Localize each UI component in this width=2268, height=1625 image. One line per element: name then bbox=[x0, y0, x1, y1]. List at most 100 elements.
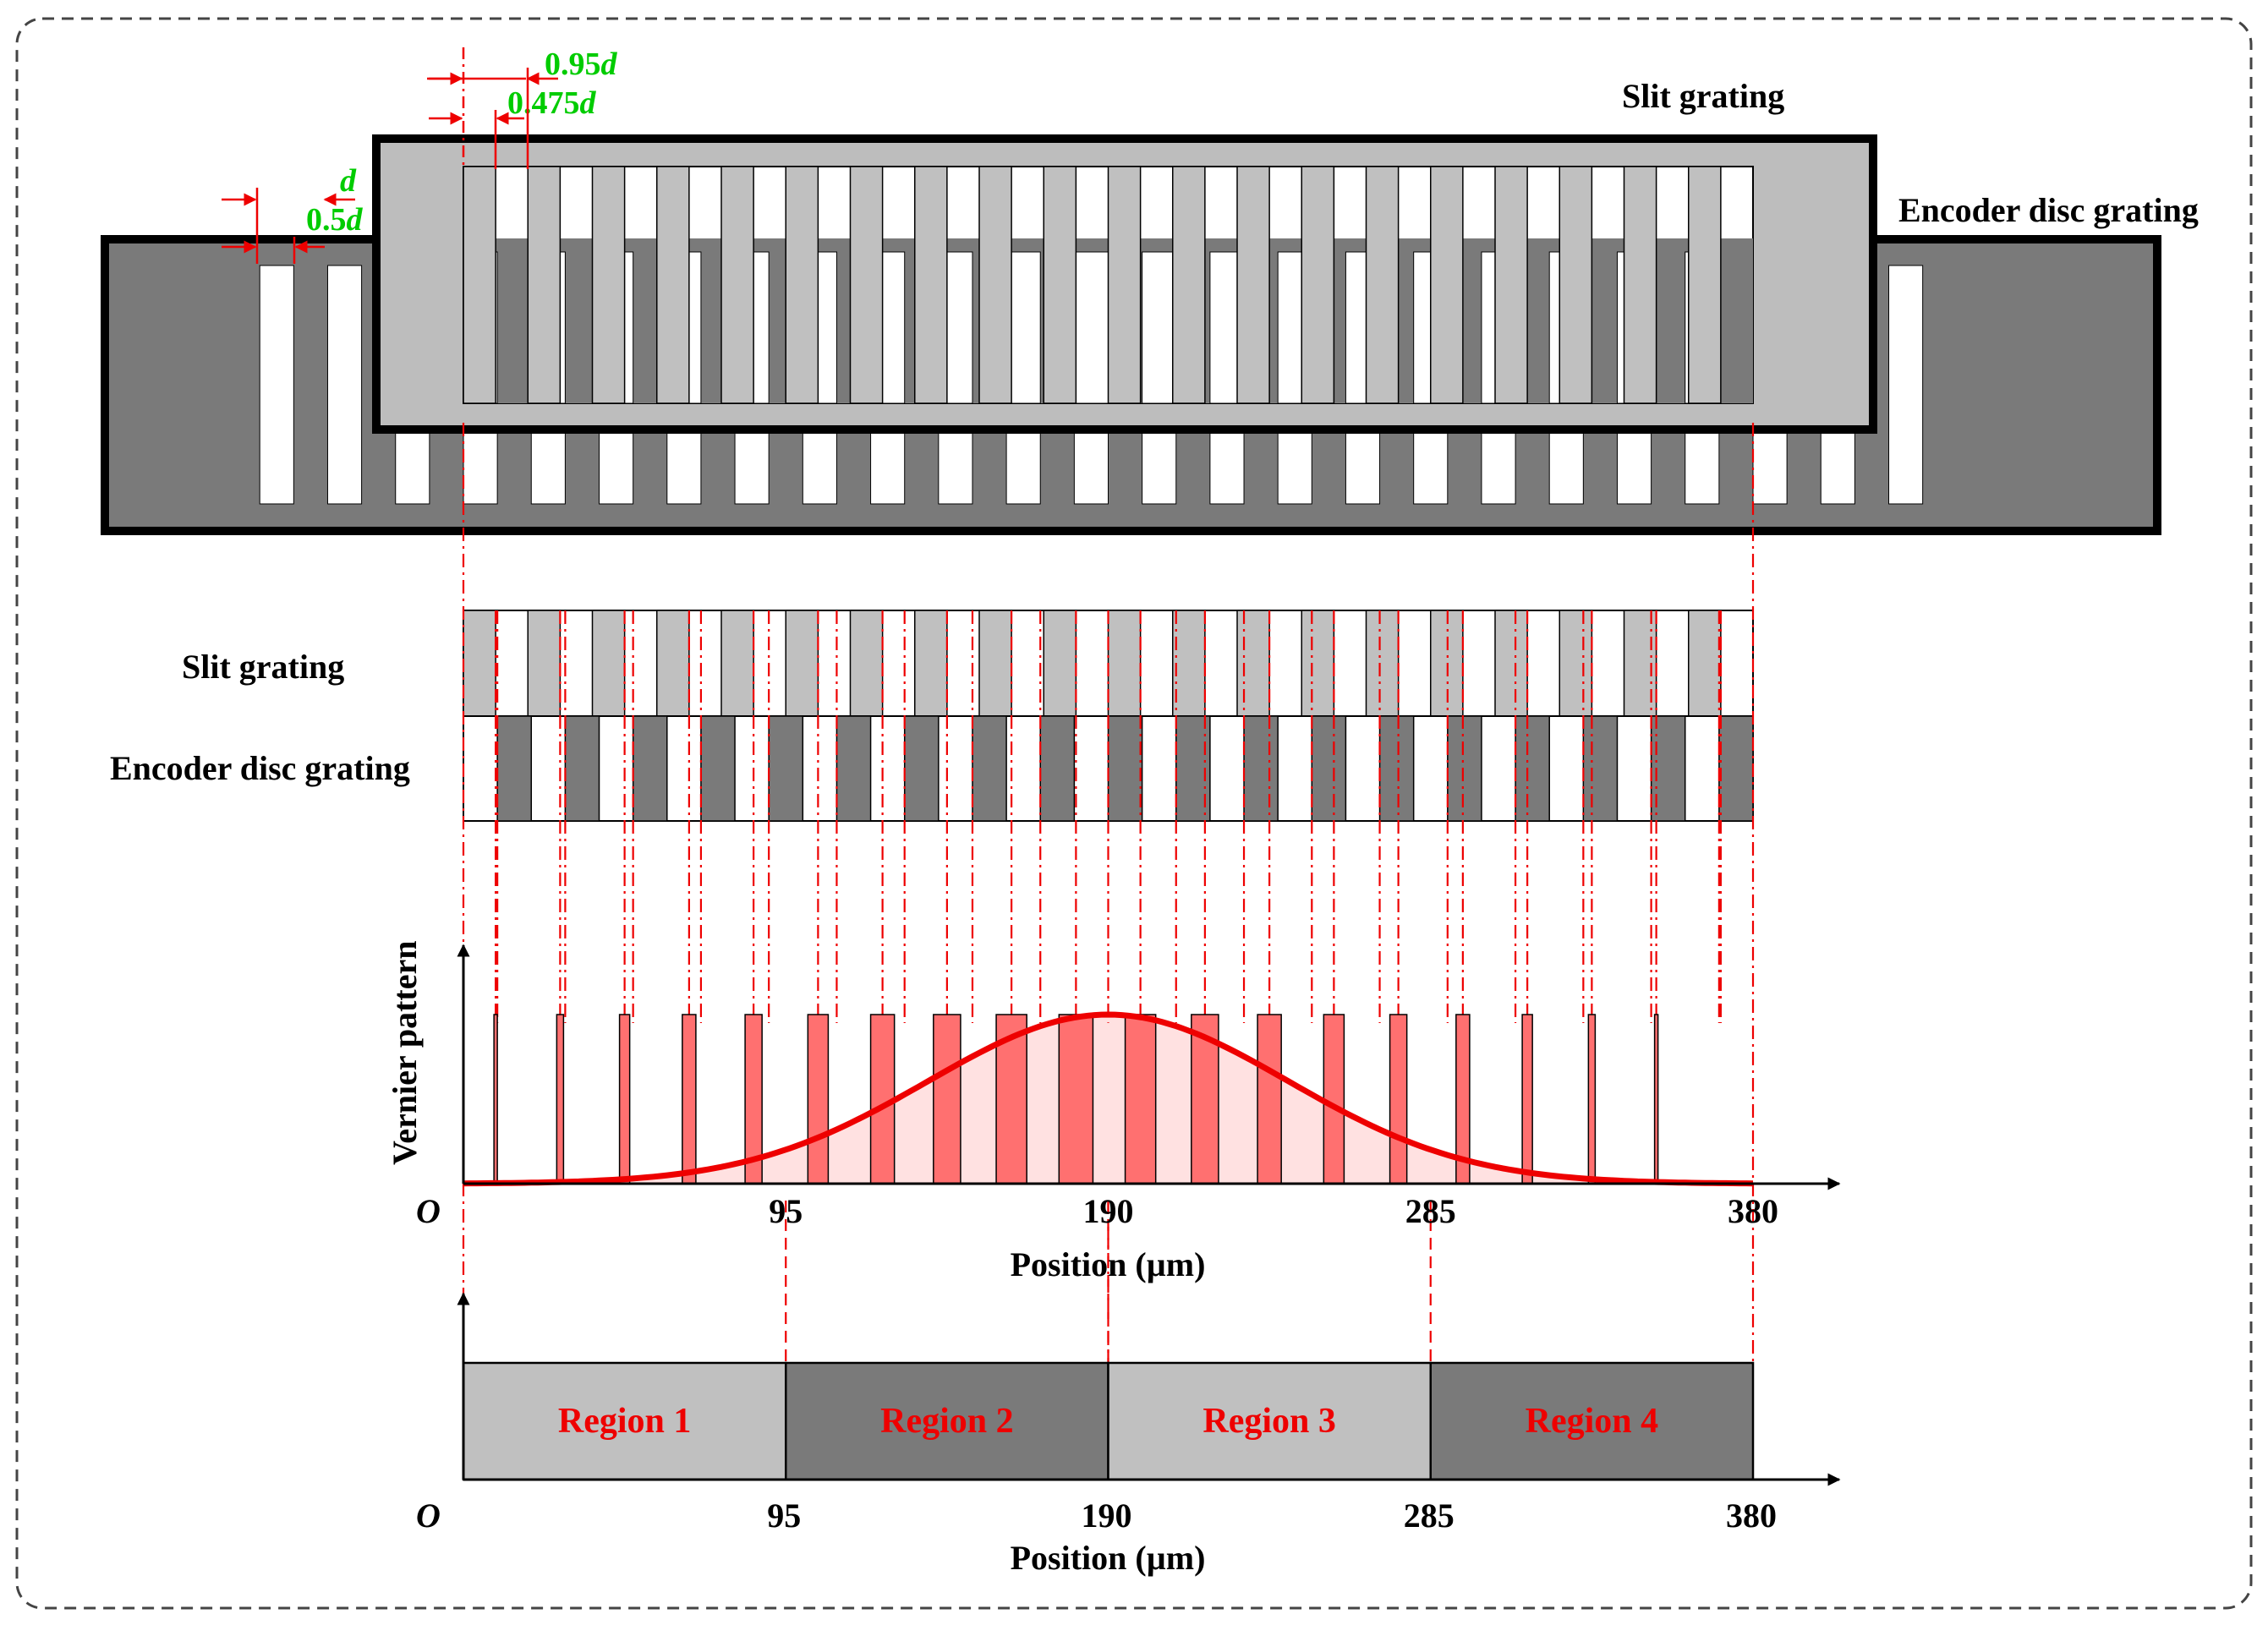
slit-bar bbox=[1107, 166, 1142, 404]
strip-slit-bar bbox=[1365, 610, 1400, 717]
vernier-envelope-curve bbox=[463, 1011, 1754, 1187]
disc-slot-window bbox=[1073, 251, 1109, 404]
strip-disc-bar bbox=[1582, 715, 1619, 822]
region-label: Region 1 bbox=[558, 1402, 692, 1441]
slit-bar bbox=[1623, 166, 1657, 404]
slit-bar bbox=[463, 166, 496, 404]
label-slit-grating-side: Slit grating bbox=[182, 648, 344, 686]
vernier-bar bbox=[1587, 1014, 1597, 1185]
strip-disc-bar bbox=[1039, 715, 1076, 822]
strip-disc-bar bbox=[564, 715, 600, 822]
strip-disc-bar bbox=[1107, 715, 1143, 822]
vernier-bar bbox=[682, 1014, 697, 1185]
strip-disc-bar bbox=[768, 715, 804, 822]
slit-bar bbox=[914, 166, 948, 404]
regions-chart: Region 1 Region 2 Region 3 Region 4 O 95 190… bbox=[416, 1292, 1841, 1577]
dim-095d: 0.95d bbox=[545, 47, 618, 82]
vernier-tick-label: 190 bbox=[1083, 1192, 1134, 1230]
vernier-bar bbox=[618, 1014, 631, 1185]
slit-bar bbox=[849, 166, 884, 404]
vernier-tick-label: 95 bbox=[769, 1192, 803, 1230]
slit-bar bbox=[1043, 166, 1077, 404]
vernier-bar bbox=[1257, 1014, 1282, 1185]
slit-bar bbox=[527, 166, 562, 404]
slit-bar bbox=[1430, 166, 1464, 404]
vernier-chart: Vernier pattern O 95 190 285 380 Position (… bbox=[386, 940, 1841, 1283]
strip-slit-bar bbox=[656, 610, 690, 717]
strip-disc-bar bbox=[1378, 715, 1415, 822]
slit-grating-plate bbox=[372, 134, 1877, 434]
outer-dashed-frame bbox=[15, 17, 2253, 1610]
disc-slot bbox=[326, 265, 363, 505]
slit-bar bbox=[1172, 166, 1206, 404]
strip-slit-bar bbox=[914, 610, 948, 717]
strip-slit-bar bbox=[1043, 610, 1077, 717]
envelope-fill bbox=[463, 1015, 1753, 1184]
slit-bar bbox=[591, 166, 626, 404]
strip-disc-bar bbox=[903, 715, 940, 822]
vernier-bar bbox=[1389, 1014, 1408, 1185]
dimension-annotations: 0.95d 0.475d d 0.5d bbox=[222, 47, 618, 264]
strip-slit-bar bbox=[978, 610, 1012, 717]
slit-bar bbox=[1559, 166, 1593, 404]
strip-disc-bar bbox=[1243, 715, 1279, 822]
strip-slit-bar bbox=[1107, 610, 1142, 717]
strip-disc-bar bbox=[700, 715, 736, 822]
strip-slit-bar bbox=[720, 610, 754, 717]
vernier-bar bbox=[1058, 1014, 1094, 1185]
vernier-tick-label: 285 bbox=[1405, 1192, 1456, 1230]
slit-bars bbox=[463, 166, 1722, 404]
disc-slot-window bbox=[1142, 251, 1177, 404]
slit-bar bbox=[785, 166, 819, 404]
vernier-bar bbox=[1653, 1014, 1659, 1185]
vernier-bar bbox=[556, 1014, 565, 1185]
vernier-bar bbox=[1521, 1014, 1533, 1185]
vernier-x-label: Position (µm) bbox=[1011, 1245, 1206, 1283]
strip-disc-bar bbox=[1515, 715, 1550, 822]
strip-slit-bar bbox=[1301, 610, 1335, 717]
strip-slit-bar bbox=[1688, 610, 1722, 717]
strip-slit-bar bbox=[1236, 610, 1270, 717]
regions-tick-label: 285 bbox=[1404, 1496, 1454, 1535]
regions-tick-label: 95 bbox=[767, 1496, 801, 1535]
vernier-bar bbox=[1323, 1014, 1345, 1185]
slit-bar bbox=[1301, 166, 1335, 404]
region-label: Region 4 bbox=[1526, 1402, 1659, 1441]
vernier-y-label: Vernier pattern bbox=[386, 940, 424, 1165]
slit-bar bbox=[1494, 166, 1528, 404]
vernier-bar bbox=[493, 1014, 498, 1185]
region-label: Region 2 bbox=[880, 1402, 1014, 1441]
slit-bar bbox=[1236, 166, 1270, 404]
vernier-tick-label: 380 bbox=[1728, 1192, 1778, 1230]
strip-slit-bar bbox=[463, 610, 496, 717]
slit-bar bbox=[1365, 166, 1400, 404]
strip-disc-bar bbox=[1447, 715, 1482, 822]
region-block bbox=[1429, 1361, 1755, 1481]
dim-d: d bbox=[340, 163, 357, 199]
dim-05d: 0.5d bbox=[306, 202, 364, 238]
strip-disc-bar bbox=[496, 715, 533, 822]
strip-slit-bar bbox=[1559, 610, 1593, 717]
alignment-guides bbox=[462, 423, 1755, 1363]
dim-0475d: 0.475d bbox=[507, 85, 597, 121]
region-block bbox=[1107, 1361, 1432, 1481]
strip-disc-bar bbox=[972, 715, 1007, 822]
strip-disc-bar bbox=[1718, 715, 1754, 822]
regions-origin: O bbox=[416, 1496, 441, 1535]
label-slit-grating-top: Slit grating bbox=[1622, 77, 1784, 115]
slit-bar bbox=[1688, 166, 1722, 404]
vernier-bar bbox=[869, 1014, 896, 1185]
strip-disc-bar bbox=[1311, 715, 1347, 822]
strip-slit-bar bbox=[1172, 610, 1206, 717]
label-encoder-disc-top: Encoder disc grating bbox=[1898, 191, 2199, 229]
regions-tick-label: 380 bbox=[1726, 1496, 1777, 1535]
strip-slit-bar bbox=[527, 610, 562, 717]
vernier-bar bbox=[1124, 1014, 1157, 1185]
vernier-bar bbox=[807, 1014, 830, 1185]
regions-tick-label: 190 bbox=[1082, 1496, 1132, 1535]
strip-disc-bar bbox=[632, 715, 668, 822]
disc-slot bbox=[1888, 265, 1924, 505]
regions-x-label: Position (µm) bbox=[1011, 1539, 1206, 1577]
